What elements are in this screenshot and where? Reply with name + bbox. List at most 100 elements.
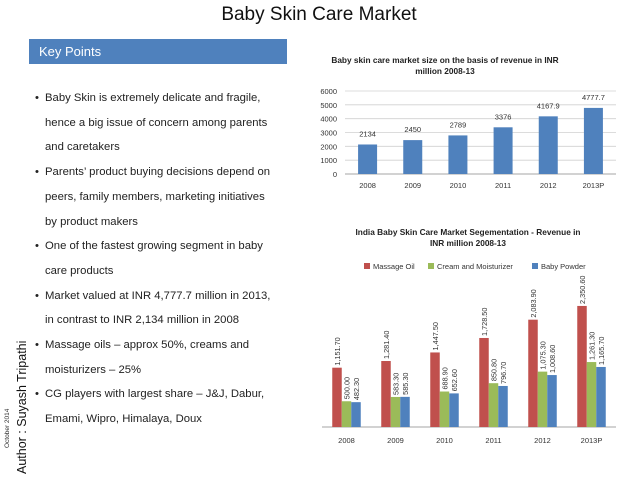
bullet-line: • Massage oils – approx 50%, creams and [35, 333, 285, 358]
y-tick-label: 5000 [320, 101, 337, 110]
bar [381, 361, 391, 427]
bullet-dot: • [35, 92, 39, 104]
bar-value-label: 1,165.70 [597, 337, 606, 365]
bullet-dot [35, 135, 45, 160]
bullet-text: peers, family members, marketing initiat… [45, 190, 265, 203]
bar [586, 362, 597, 427]
legend-label: Baby Powder [541, 262, 586, 271]
bar [528, 319, 538, 427]
bullet-dot [35, 308, 45, 333]
legend-swatch [428, 263, 434, 269]
bullet-text: moisturizers – 25% [45, 363, 142, 376]
x-tick-label: 2009 [387, 436, 404, 445]
bar [577, 305, 587, 427]
bar [493, 127, 513, 174]
bullet-dot [35, 407, 45, 432]
bar [498, 385, 508, 427]
bar-value-label: 2,350.60 [578, 276, 587, 304]
bullet-line: in contrast to INR 2,134 million in 2008 [35, 308, 285, 333]
bar-value-label: 2134 [359, 129, 376, 138]
y-tick-label: 0 [333, 170, 337, 179]
bullet-text: by product makers [45, 215, 138, 228]
bar-value-label: 1,447.50 [431, 322, 440, 350]
bullet-dot [35, 210, 45, 235]
bar-value-label: 1,728.50 [480, 308, 489, 336]
bullet-dot: • [35, 240, 39, 253]
bullet-dot [35, 259, 45, 284]
y-tick-label: 2000 [320, 142, 337, 151]
bar [439, 391, 450, 427]
bullet-text: hence a big issue of concern among paren… [45, 116, 268, 129]
bar-value-label: 4167.9 [537, 101, 560, 110]
bullet-text: Market valued at INR 4,777.7 million in … [45, 289, 271, 302]
chart-title: INR million 2008-13 [430, 238, 506, 248]
bullet-line: Emami, Wipro, Himalaya, Doux [35, 407, 285, 432]
x-tick-label: 2013P [581, 436, 603, 445]
x-tick-label: 2008 [338, 436, 355, 445]
bullet-text: Baby Skin is extremely delicate and frag… [45, 92, 261, 104]
bullet-line: • Market valued at INR 4,777.7 million in… [35, 284, 285, 309]
bullet-line: care products [35, 259, 285, 284]
bar [547, 375, 557, 427]
bullet-line: and caretakers [35, 135, 285, 160]
legend-swatch [364, 263, 370, 269]
bar [400, 396, 410, 427]
legend-swatch [532, 263, 538, 269]
bar [341, 401, 352, 427]
bullet-dot [35, 111, 45, 136]
legend-label: Massage Oil [373, 262, 415, 271]
x-tick-label: 2012 [534, 436, 551, 445]
bullet-dot: • [35, 388, 39, 401]
y-tick-label: 4000 [320, 115, 337, 124]
bar-value-label: 2789 [450, 120, 467, 129]
bar [537, 371, 548, 427]
bar-value-label: 1,151.70 [333, 337, 342, 365]
bar [538, 116, 558, 174]
bullet-dot: • [35, 289, 39, 302]
bar-value-label: 585.30 [401, 373, 410, 395]
key-points-header: Key Points [29, 39, 287, 64]
bullet-text: in contrast to INR 2,134 million in 2008 [45, 314, 240, 327]
x-tick-label: 2010 [436, 436, 453, 445]
bar [430, 352, 440, 427]
bar-value-label: 796.70 [499, 362, 508, 384]
bar-value-label: 850.80 [490, 359, 499, 381]
author-label: Author : Suyash Tripathi [15, 340, 29, 474]
bar [448, 135, 468, 174]
bullet-dot [35, 358, 45, 383]
bullet-text: CG players with largest share – J&J, Dab… [45, 388, 265, 401]
bar-value-label: 1,281.40 [382, 331, 391, 359]
chart-title: million 2008-13 [415, 66, 475, 76]
bar [479, 337, 489, 427]
bullet-dot [35, 185, 45, 210]
bullet-text: care products [45, 264, 114, 277]
bar-value-label: 500.00 [343, 377, 352, 399]
bar-value-label: 1,008.60 [548, 345, 557, 373]
bar [583, 107, 603, 174]
bullet-dot: • [35, 339, 39, 352]
legend-label: Cream and Moisturizer [437, 262, 513, 271]
bullet-line: peers, family members, marketing initiat… [35, 185, 285, 210]
bullet-text: and caretakers [45, 141, 120, 154]
bullet-line: moisturizers – 25% [35, 358, 285, 383]
key-points-list: • Baby Skin is extremely delicate and fra… [35, 86, 285, 432]
bullet-line: by product makers [35, 210, 285, 235]
x-tick-label: 2008 [359, 181, 376, 190]
bullet-text: Massage oils – approx 50%, creams and [45, 339, 250, 352]
x-tick-label: 2009 [404, 181, 421, 190]
bar-value-label: 1,261.30 [588, 332, 597, 360]
chart-title: India Baby Skin Care Market Segementatio… [355, 227, 580, 237]
bar-value-label: 4777.7 [582, 93, 605, 102]
bullet-text: Parents’ product buying decisions depend… [45, 166, 271, 179]
bar-value-label: 2450 [404, 125, 421, 134]
bullet-line: • CG players with largest share – J&J, Da… [35, 382, 285, 407]
bullet-line: • One of the fastest growing segment in b… [35, 234, 285, 259]
bullet-dot: • [35, 166, 39, 179]
bullet-text: One of the fastest growing segment in ba… [45, 240, 263, 253]
bar [358, 144, 378, 174]
bar-value-label: 652.60 [450, 369, 459, 391]
bar-value-label: 2,083.90 [529, 289, 538, 317]
date-label: October 2014 [4, 408, 11, 448]
bar-value-label: 1,075.30 [539, 341, 548, 369]
x-tick-label: 2011 [485, 436, 501, 445]
